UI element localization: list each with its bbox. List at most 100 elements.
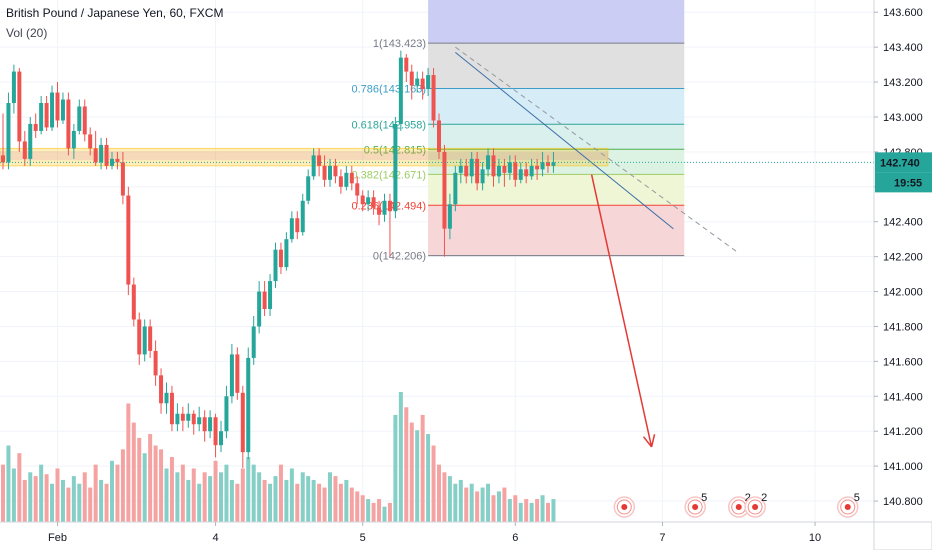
volume-bar xyxy=(377,499,382,522)
price-tick-label: 143.000 xyxy=(883,112,923,124)
candle xyxy=(333,158,338,184)
volume-bar xyxy=(99,479,104,522)
candle-body xyxy=(469,158,474,177)
candle-body xyxy=(50,92,55,128)
volume-bar xyxy=(475,491,480,522)
volume-bar xyxy=(344,479,349,522)
volume-bar xyxy=(469,483,474,522)
candle xyxy=(486,148,491,177)
candle xyxy=(295,211,300,240)
candle-body xyxy=(322,165,327,180)
candle xyxy=(371,190,376,215)
volume-bar xyxy=(93,464,98,522)
candle-body xyxy=(28,123,33,159)
volume-bar xyxy=(229,479,234,522)
candle xyxy=(257,281,262,334)
volume-bar xyxy=(88,487,93,522)
candle xyxy=(338,169,343,194)
candle-body xyxy=(382,200,387,215)
candle-body xyxy=(300,200,305,233)
candle-body xyxy=(240,392,245,453)
event-marker-dot xyxy=(844,504,851,510)
volume-bar xyxy=(486,483,491,522)
candle-body xyxy=(404,57,409,72)
candle xyxy=(66,92,71,156)
fib-zone xyxy=(428,88,685,125)
price-tick-label: 141.200 xyxy=(883,426,923,438)
candle xyxy=(469,151,474,184)
volume-bar xyxy=(175,472,180,522)
candle xyxy=(551,151,556,173)
candle-body xyxy=(306,176,311,201)
time-tick-label: 4 xyxy=(212,532,218,544)
price-axis-bg xyxy=(874,0,932,550)
candle-body xyxy=(66,99,71,149)
candle-body xyxy=(447,204,452,229)
candle xyxy=(17,68,22,152)
volume-bar xyxy=(126,403,131,522)
volume-bar xyxy=(224,464,229,522)
candle xyxy=(349,165,354,191)
event-marker-inner-ring xyxy=(616,499,632,515)
candle-body xyxy=(246,357,251,453)
volume-bar xyxy=(180,464,185,522)
volume-bar xyxy=(529,502,534,522)
candle-body xyxy=(518,169,523,180)
candle-body xyxy=(180,413,185,421)
candle-body xyxy=(289,218,294,240)
candle-body xyxy=(507,162,512,173)
candle xyxy=(159,368,164,414)
candle xyxy=(491,148,496,187)
candle xyxy=(77,99,82,135)
volume-bar xyxy=(524,499,529,522)
last-price-tag: 142.740 19:55 xyxy=(875,152,932,193)
candle-body xyxy=(387,200,392,212)
candle xyxy=(502,158,507,187)
candle xyxy=(213,413,218,458)
candle-body xyxy=(148,326,153,351)
candle-body xyxy=(278,249,283,268)
fib-retracement: 1(143.423) 0.786(143.163) 0.618(142.958) 0.… xyxy=(351,0,685,263)
candle xyxy=(191,410,196,435)
candle-body xyxy=(219,431,223,446)
last-price-value: 142.740 xyxy=(880,157,920,169)
candle-body xyxy=(120,162,125,196)
candle xyxy=(229,343,234,404)
candle-body xyxy=(169,392,174,425)
candle-body xyxy=(491,155,496,177)
candle-body xyxy=(82,106,87,135)
time-axis: Feb 4 5 6 7 10 xyxy=(0,521,932,550)
candle-body xyxy=(333,165,338,177)
event-marker: 5 xyxy=(684,492,707,518)
candle-body xyxy=(355,183,360,196)
candle-body xyxy=(540,162,545,170)
volume-bar xyxy=(480,487,485,522)
event-marker: 2 xyxy=(744,492,767,518)
candle-body xyxy=(159,375,164,404)
candle-body xyxy=(458,165,463,173)
countdown-value: 19:55 xyxy=(894,177,922,189)
candle xyxy=(262,281,267,316)
volume-bar xyxy=(458,479,463,522)
volume-bar xyxy=(71,476,76,522)
candle xyxy=(415,71,420,93)
volume-bar xyxy=(131,422,136,522)
candle xyxy=(104,137,109,170)
volume-bar xyxy=(398,392,403,522)
volume-bar xyxy=(371,502,376,522)
event-marker-inner-ring xyxy=(747,499,763,515)
volume-bar xyxy=(33,476,38,522)
volume-bar xyxy=(393,414,398,522)
candle-body xyxy=(202,417,207,432)
candle xyxy=(60,92,65,124)
candle xyxy=(306,169,311,205)
candle-body xyxy=(235,354,240,393)
candle-body xyxy=(409,71,414,86)
volume-bar xyxy=(208,476,213,522)
volume-bar xyxy=(322,487,327,522)
candle xyxy=(387,193,392,257)
volume-bar xyxy=(104,483,109,522)
candle-body xyxy=(496,165,501,177)
candle xyxy=(480,162,485,191)
